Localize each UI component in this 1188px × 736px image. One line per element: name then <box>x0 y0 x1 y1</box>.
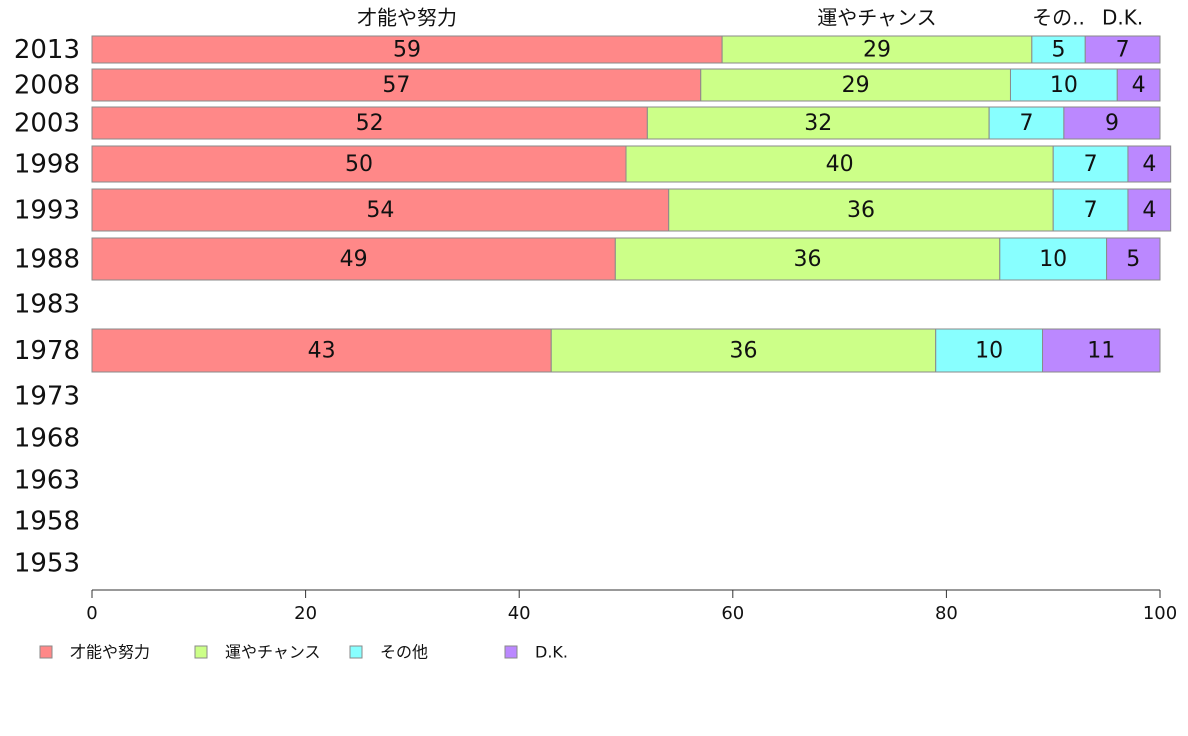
series-top-label: D.K. <box>1102 6 1143 30</box>
year-label: 1993 <box>14 196 80 226</box>
bar-value-label: 10 <box>1050 73 1078 98</box>
legend-label: D.K. <box>535 643 568 662</box>
bar-segment <box>614 237 1001 281</box>
series-top-label: 運やチャンス <box>817 6 936 30</box>
year-label: 1963 <box>14 466 80 496</box>
bar-segment <box>91 188 670 232</box>
bar-value-label: 29 <box>863 38 891 63</box>
bar-value-label: 54 <box>366 198 394 223</box>
bar-value-label: 7 <box>1084 198 1098 223</box>
bar-value-label: 4 <box>1142 152 1156 177</box>
bar-value-label: 43 <box>308 339 336 364</box>
bar-value-label: 32 <box>804 111 832 136</box>
bar-segment <box>1106 237 1161 281</box>
bar-value-label: 9 <box>1105 111 1119 136</box>
bar-value-label: 5 <box>1126 247 1140 272</box>
plot-area: 59 29 5 757 29 10 452 32 7 950 40 7 454 36 7 449 36 10 543… <box>91 35 1172 373</box>
bar-segment <box>1116 68 1161 102</box>
legend-label: その他 <box>380 643 428 662</box>
bar-segment <box>999 237 1108 281</box>
bar-value-label: 36 <box>847 198 875 223</box>
bar-value-label: 5 <box>1052 38 1066 63</box>
bar-value-label: 7 <box>1084 152 1098 177</box>
bar-segment <box>1084 35 1161 64</box>
bar-segment <box>935 328 1044 373</box>
bar-value-label: 36 <box>729 339 757 364</box>
bar-value-label: 7 <box>1116 38 1130 63</box>
bar-segment <box>91 145 627 183</box>
bar-segment <box>1009 68 1118 102</box>
bar-segment <box>1031 35 1086 64</box>
year-label: 1973 <box>14 382 80 412</box>
bar-value-label: 57 <box>382 73 410 98</box>
bar-segment <box>1127 145 1172 183</box>
bar-value-label: 59 <box>393 38 421 63</box>
bar-value-label: 10 <box>1039 247 1067 272</box>
bar-segment <box>700 68 1011 102</box>
x-tick-label: 20 <box>294 603 317 624</box>
bar-value-label: 49 <box>340 247 368 272</box>
bar-segment <box>1063 106 1161 140</box>
bar-segment <box>668 188 1054 232</box>
x-tick-label: 40 <box>508 603 531 624</box>
bar-segment <box>91 106 648 140</box>
bar-value-label: 29 <box>842 73 870 98</box>
bar-segment <box>1127 188 1172 232</box>
bar-value-label: 40 <box>826 152 854 177</box>
bar-segment <box>91 68 702 102</box>
bar-value-label: 52 <box>356 111 384 136</box>
bar-value-label: 4 <box>1132 73 1146 98</box>
bar-segment <box>91 35 723 64</box>
bar-value-label: 36 <box>794 247 822 272</box>
year-label: 2013 <box>14 35 80 65</box>
year-label: 1968 <box>14 424 80 454</box>
x-tick-label: 100 <box>1143 603 1177 624</box>
x-tick-label: 60 <box>721 603 744 624</box>
bar-segment <box>646 106 990 140</box>
bar-value-label: 50 <box>345 152 373 177</box>
bar-segment <box>625 145 1054 183</box>
year-label: 1953 <box>14 549 80 579</box>
bar-segment <box>721 35 1033 64</box>
bar-value-label: 11 <box>1087 339 1115 364</box>
x-tick-label: 0 <box>86 603 97 624</box>
bar-value-label: 7 <box>1020 111 1034 136</box>
legend-label: 運やチャンス <box>225 643 321 662</box>
x-tick-label: 80 <box>935 603 958 624</box>
year-label: 1958 <box>14 507 80 537</box>
bar-segment <box>91 328 552 373</box>
bar-segment <box>1052 188 1129 232</box>
bar-segment <box>91 237 616 281</box>
bar-value-label: 10 <box>975 339 1003 364</box>
legend: 才能や努力 運やチャンス その他 D.K. <box>39 643 568 662</box>
x-axis: 0 20 40 60 80 100 <box>86 589 1177 624</box>
year-labels: 2013 2008 2003 1998 1993 1988 1983 1978 1973 1968… <box>14 35 80 579</box>
year-label: 1978 <box>14 336 80 366</box>
legend-swatch <box>504 645 518 659</box>
legend-label: 才能や努力 <box>70 643 150 662</box>
year-label: 1988 <box>14 245 80 275</box>
legend-swatch <box>39 645 53 659</box>
year-label: 1998 <box>14 150 80 180</box>
legend-swatch <box>194 645 208 659</box>
year-label: 2008 <box>14 71 80 101</box>
series-top-label: 才能や努力 <box>357 6 457 30</box>
legend-swatch <box>349 645 363 659</box>
year-label: 2003 <box>14 109 80 139</box>
bar-segment <box>1042 328 1161 373</box>
series-top-label: その.. <box>1032 6 1085 30</box>
series-top-labels: 才能や努力 運やチャンス その.. D.K. <box>357 6 1143 30</box>
bar-value-label: 4 <box>1142 198 1156 223</box>
year-label: 1983 <box>14 290 80 320</box>
